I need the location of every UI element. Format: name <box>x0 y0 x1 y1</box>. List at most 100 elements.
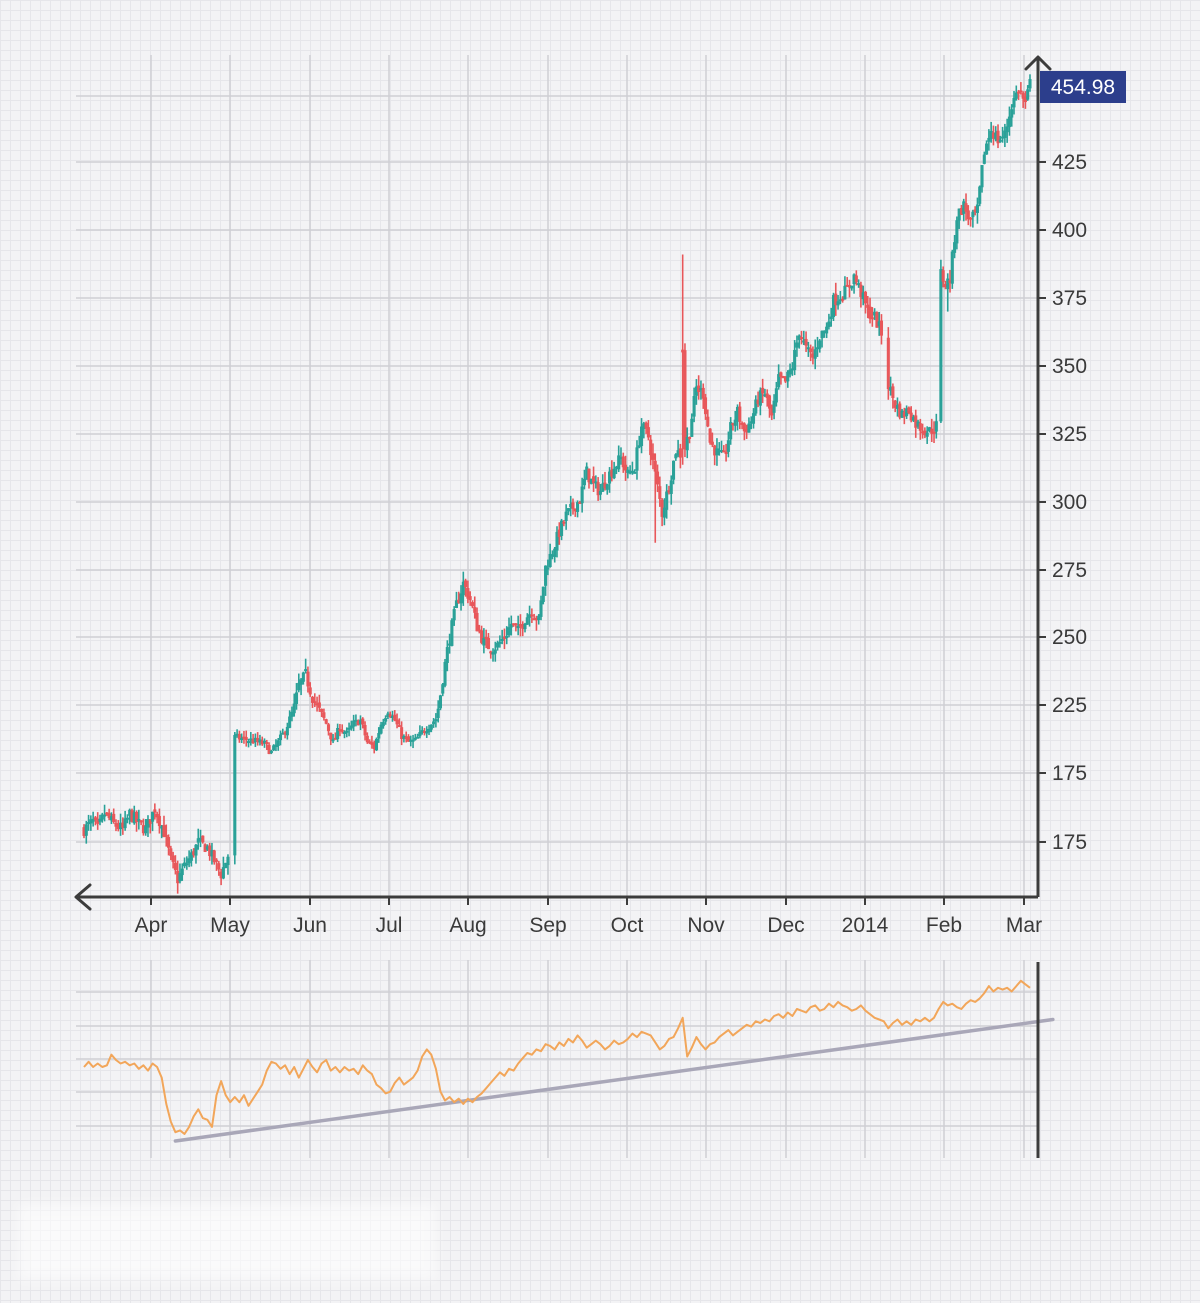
candle-body <box>802 340 806 343</box>
candle-body <box>205 846 209 850</box>
candle-body <box>891 386 895 399</box>
candle-body <box>685 437 689 451</box>
candle-body <box>276 740 280 746</box>
candle-body <box>393 714 397 721</box>
candle-body <box>571 502 575 509</box>
candle-body <box>610 469 614 477</box>
candle-body <box>642 423 646 430</box>
candle-body <box>831 294 836 318</box>
candle-body <box>512 623 516 626</box>
candle-body <box>368 741 372 744</box>
candle-body <box>560 520 564 536</box>
candle-body <box>569 503 573 508</box>
candle-body <box>692 396 696 417</box>
candle-body <box>1012 97 1016 108</box>
candle-body <box>877 321 881 326</box>
candle-body <box>621 456 625 468</box>
candle-body <box>352 720 356 727</box>
candle-body <box>342 731 347 734</box>
indicator-line <box>83 979 1031 1135</box>
candle-body <box>253 737 257 743</box>
candle-body <box>537 615 541 621</box>
y-tick-label: 175 <box>1052 762 1087 785</box>
candle-body <box>454 600 459 608</box>
candle-body <box>916 421 920 427</box>
candle-body <box>185 863 189 866</box>
candle-body <box>381 722 385 727</box>
candle-body <box>834 293 838 306</box>
candle-body <box>783 376 788 382</box>
candle-body <box>349 725 353 729</box>
candle-body <box>713 445 717 456</box>
candle-body <box>153 809 157 813</box>
candle-body <box>528 614 532 618</box>
candle-body <box>681 349 685 353</box>
candle-body <box>523 623 527 630</box>
y-tick-labels: 425 400 375 350 325 300 275 250 225 175 175 <box>1052 151 1087 854</box>
candle-body <box>262 740 267 744</box>
candle-body <box>251 739 255 744</box>
candle-body <box>589 478 593 484</box>
candle-body <box>811 353 815 358</box>
candle-body <box>416 736 420 739</box>
candle-body <box>493 649 497 654</box>
candle-body <box>171 855 175 862</box>
candle-body <box>756 399 760 405</box>
candle-body <box>573 508 577 512</box>
candle-body <box>546 567 550 570</box>
candle-body <box>146 819 150 828</box>
candle-body <box>863 291 868 304</box>
candle-body <box>198 837 203 841</box>
candle-body <box>644 422 648 429</box>
candle-body <box>658 486 662 499</box>
candle-body <box>943 284 947 288</box>
y-tick-label: 250 <box>1052 626 1087 649</box>
candle-body <box>91 818 95 822</box>
candle-body <box>148 819 152 824</box>
candle-body <box>107 813 111 819</box>
candle-body <box>240 738 244 741</box>
candle-body <box>770 407 774 416</box>
candle-body <box>699 388 703 391</box>
candle-body <box>141 825 145 834</box>
candle-body <box>361 718 365 725</box>
candle-body <box>601 483 605 492</box>
candle-body <box>377 733 381 739</box>
candle-body <box>249 738 253 741</box>
candle-body <box>1010 109 1014 118</box>
candle-body <box>297 682 301 691</box>
candle-body <box>402 735 406 739</box>
candle-body <box>425 731 429 734</box>
candle-body <box>290 711 294 717</box>
candle-body <box>370 742 374 745</box>
candle-body <box>525 617 529 625</box>
candle-body <box>706 416 710 427</box>
candle-body <box>870 317 874 320</box>
candle-body <box>329 732 333 740</box>
candle-body <box>388 714 392 717</box>
candle-body <box>301 672 305 682</box>
candle-body <box>605 484 609 490</box>
candle-body <box>886 337 890 390</box>
candle-body <box>182 862 187 867</box>
candle-body <box>875 312 879 328</box>
candle-body <box>256 738 260 742</box>
candle-body <box>927 427 932 432</box>
candle-body <box>409 739 413 742</box>
candle-body <box>98 818 102 822</box>
candle-body <box>799 337 804 340</box>
candle-body <box>635 447 639 471</box>
candle-body <box>539 600 543 617</box>
candle-body <box>292 703 296 714</box>
candle-body <box>155 813 159 818</box>
candle-body <box>258 739 262 743</box>
candle-body <box>975 204 979 213</box>
candle-body <box>989 130 993 139</box>
candle-body <box>731 423 735 426</box>
candle-body <box>729 422 733 440</box>
x-tick-label: May <box>210 914 250 937</box>
candle-body <box>103 814 107 817</box>
candle-body <box>119 822 123 830</box>
candle-body <box>902 412 906 417</box>
candle-body <box>998 139 1002 142</box>
